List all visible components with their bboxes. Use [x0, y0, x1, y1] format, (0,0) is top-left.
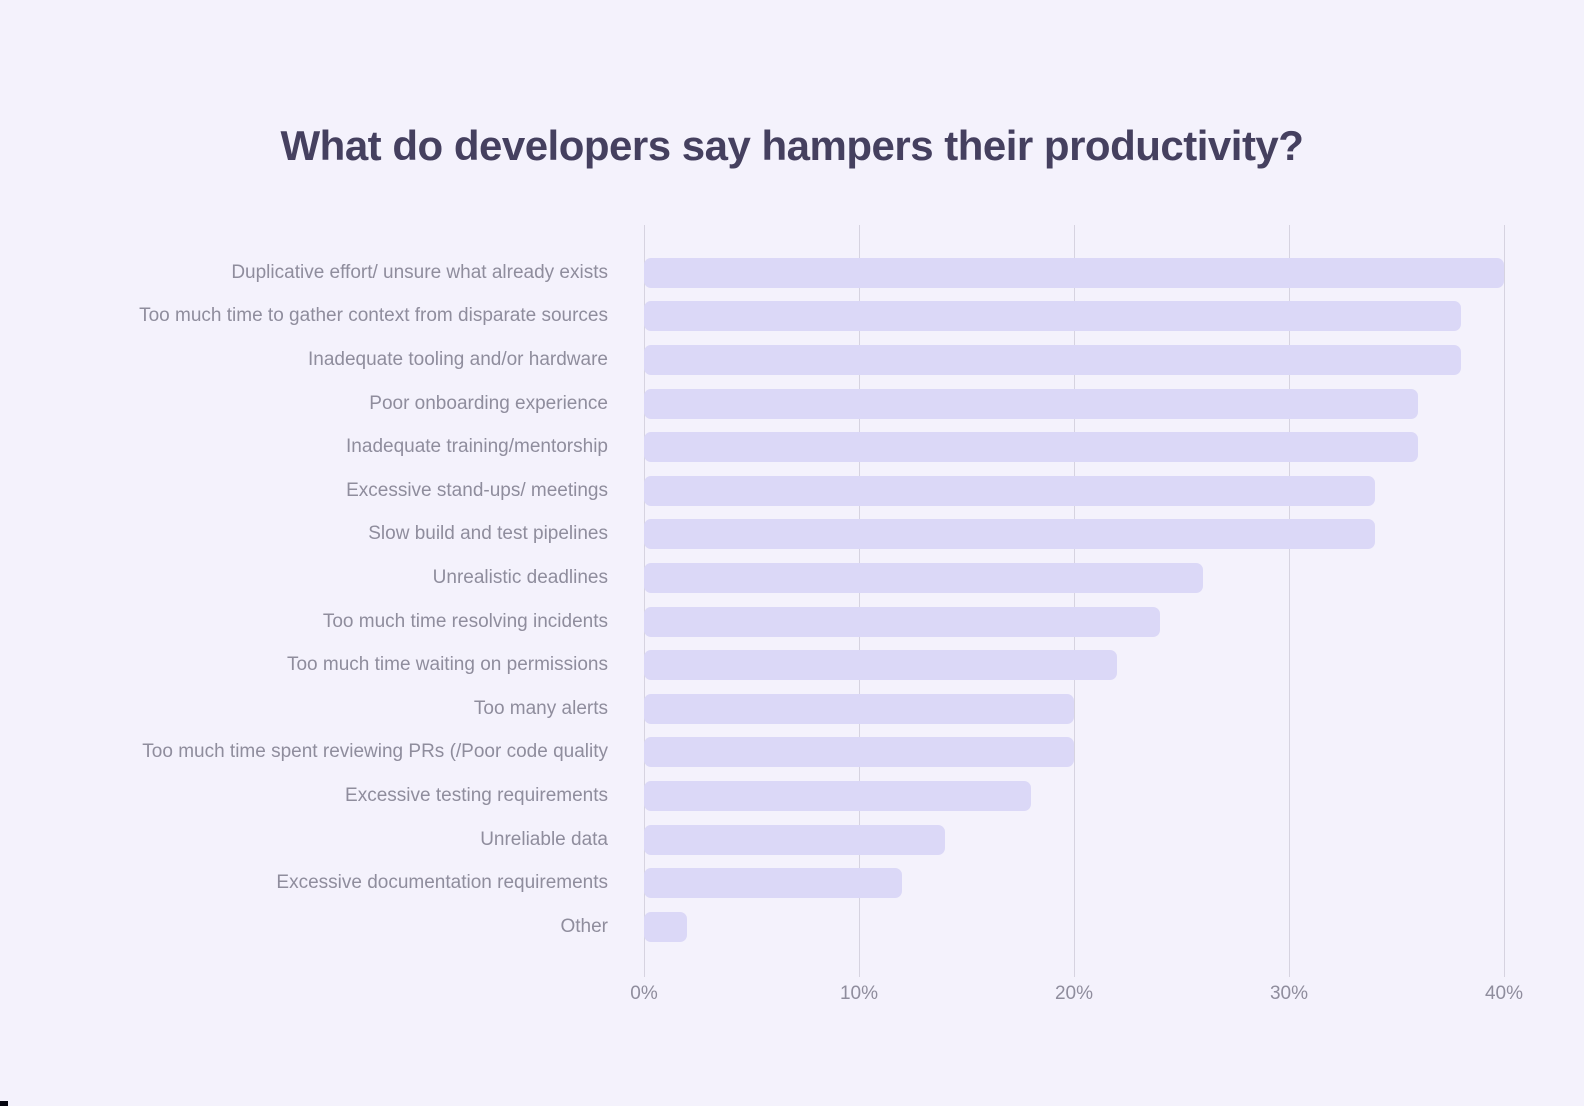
category-label: Unrealistic deadlines [432, 566, 608, 588]
category-labels: Duplicative effort/ unsure what already … [0, 251, 608, 949]
bar [644, 868, 902, 899]
category-label: Too much time waiting on permissions [286, 654, 608, 676]
category-label: Poor onboarding experience [369, 392, 608, 414]
gridline [1504, 225, 1505, 977]
bar [644, 475, 1375, 506]
bar-row [644, 774, 1504, 818]
category-label: Other [560, 915, 608, 937]
plot-area [644, 225, 1505, 977]
gridline [644, 225, 645, 977]
bar [644, 344, 1461, 375]
bar [644, 780, 1031, 811]
category-label: Inadequate tooling and/or hardware [307, 348, 608, 370]
category-label: Too much time to gather context from dis… [139, 305, 608, 327]
bar [644, 257, 1504, 288]
bar-row [644, 382, 1504, 426]
bar [644, 301, 1461, 332]
bar [644, 737, 1074, 768]
category-label: Excessive stand-ups/ meetings [346, 479, 608, 501]
category-label: Too much time spent reviewing PRs (/Poor… [142, 741, 608, 763]
bar [644, 606, 1160, 637]
category-label: Duplicative effort/ unsure what already … [231, 261, 608, 283]
bar [644, 693, 1074, 724]
bar-row [644, 600, 1504, 644]
bar [644, 824, 945, 855]
chart-title: What do developers say hampers their pro… [280, 122, 1304, 170]
bar-row [644, 295, 1504, 339]
bar-row [644, 556, 1504, 600]
gridline [859, 225, 860, 977]
bar-row [644, 251, 1504, 295]
bar-row [644, 905, 1504, 949]
bar [644, 388, 1418, 419]
category-label: Too many alerts [473, 697, 608, 719]
x-axis-ticks: 0% 10% 20% 30% 40% [630, 983, 1523, 1007]
bar-row [644, 687, 1504, 731]
category-label: Unreliable data [480, 828, 608, 850]
x-tick-label: 40% [1484, 983, 1524, 1004]
bar [644, 519, 1375, 550]
bar-row [644, 818, 1504, 862]
bar [644, 432, 1418, 463]
bar-row [644, 731, 1504, 775]
category-label: Slow build and test pipelines [368, 523, 608, 545]
category-label: Too much time resolving incidents [322, 610, 608, 632]
bar [644, 650, 1117, 681]
x-tick-label: 0% [630, 983, 658, 1004]
bar [644, 911, 687, 942]
bar [644, 562, 1203, 593]
bar-row [644, 861, 1504, 905]
gridline [1074, 225, 1075, 977]
category-label: Inadequate training/mentorship [346, 436, 608, 458]
bars-area [644, 251, 1504, 949]
bar-row [644, 643, 1504, 687]
bar-row [644, 513, 1504, 557]
x-tick-label: 30% [1269, 983, 1309, 1004]
x-tick-label: 20% [1054, 983, 1094, 1004]
gridline [1289, 225, 1290, 977]
bar-row [644, 338, 1504, 382]
category-label: Excessive testing requirements [345, 784, 608, 806]
bar-row [644, 425, 1504, 469]
bar-row [644, 469, 1504, 513]
x-tick-label: 10% [839, 983, 879, 1004]
category-label: Excessive documentation requirements [276, 872, 608, 894]
window-corner-fragment [0, 1101, 8, 1106]
